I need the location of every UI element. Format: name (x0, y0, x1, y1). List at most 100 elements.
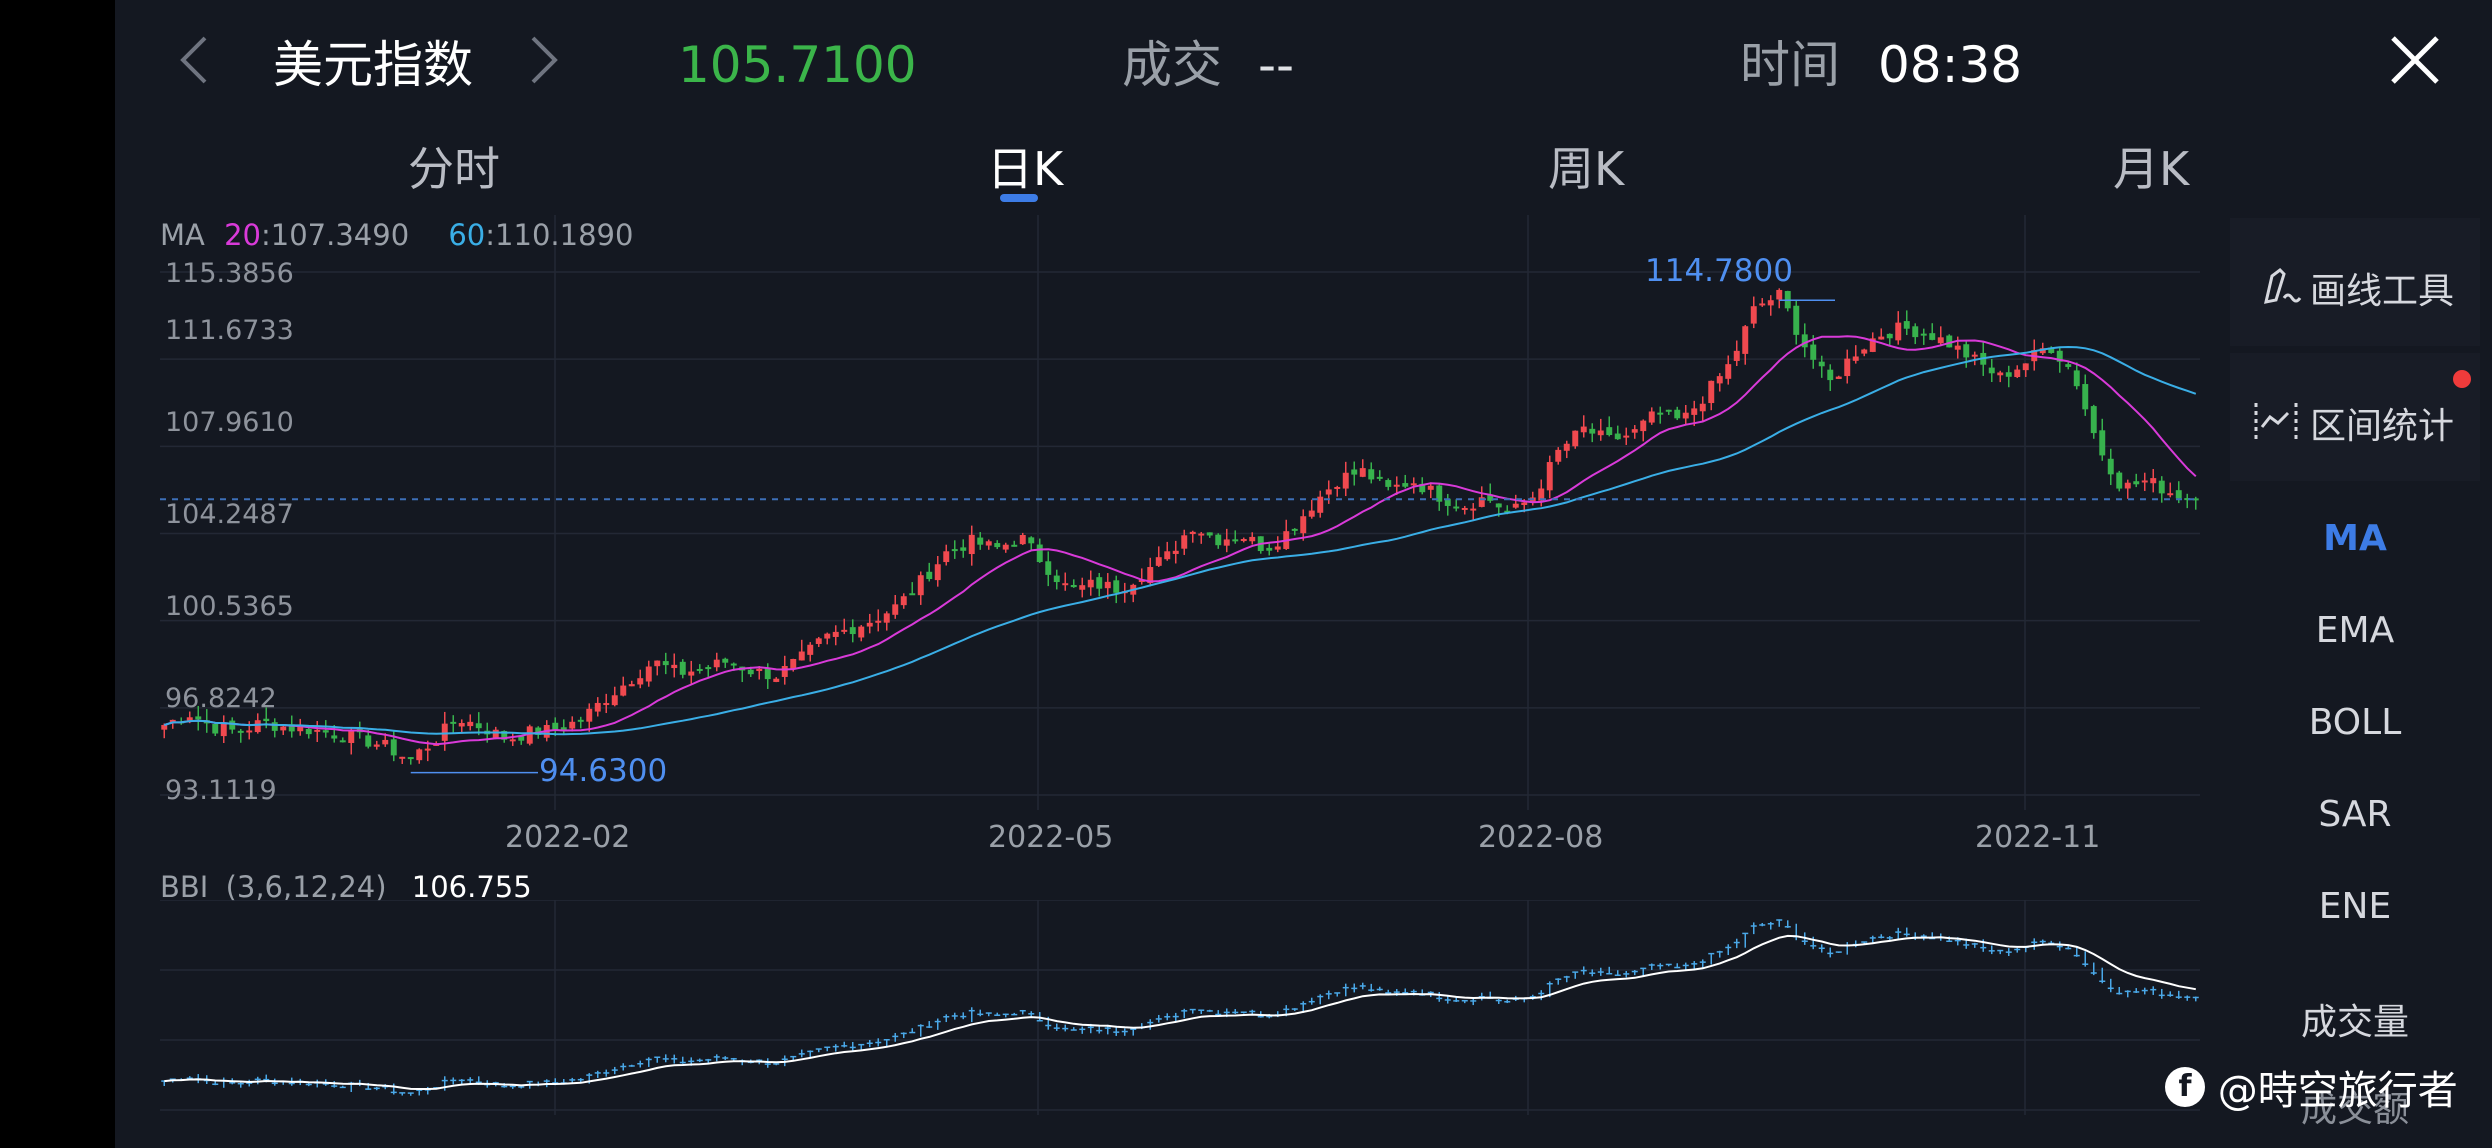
indicator-volume[interactable]: 成交量 (2300, 1002, 2409, 1043)
candle-body (1053, 575, 1060, 583)
candle-body (1929, 333, 1936, 340)
candle-body (2167, 493, 2174, 496)
candle-body (2116, 472, 2123, 489)
indicator-boll[interactable]: BOLL (2308, 702, 2402, 743)
candle-body (390, 739, 397, 756)
y-tick-label: 115.3856 (165, 258, 294, 289)
candle-body (339, 740, 346, 743)
candle-body (1181, 535, 1188, 549)
candle-body (1147, 567, 1154, 584)
candle-body (450, 721, 457, 724)
ma20-period: 20 (224, 218, 261, 252)
candle-body (331, 735, 338, 739)
instrument-title: 美元指数 (273, 36, 473, 94)
candle-body (365, 735, 372, 747)
bbi-legend: BBI (3,6,12,24) 106.755 (160, 870, 532, 904)
candle-body (594, 702, 601, 712)
candle-body (1810, 344, 1817, 360)
candle-body (1444, 498, 1451, 506)
candle-body (1334, 486, 1341, 489)
indicator-turnover[interactable]: 成交额 (2300, 1089, 2409, 1130)
candle-body (1393, 484, 1400, 487)
candle-body (577, 719, 584, 722)
candle-body (722, 658, 729, 663)
y-tick-label: 111.6733 (165, 315, 294, 346)
ma20-line (164, 335, 2197, 746)
candlestick-chart[interactable] (160, 215, 2220, 815)
candle-body (1852, 356, 1859, 361)
candle-body (2056, 350, 2063, 362)
y-tick-label: 107.9610 (165, 407, 294, 438)
candle-body (1206, 532, 1213, 536)
candle-body (1878, 336, 1885, 340)
candle-body (1886, 333, 1893, 339)
low-annotation: 94.6300 (539, 753, 668, 789)
x-tick-label: 2022-08 (1478, 820, 1604, 855)
candle-body (1614, 433, 1621, 440)
candle-body (1716, 376, 1723, 384)
range-stats-button[interactable]: 区间统计 (2230, 353, 2480, 481)
close-button[interactable] (2385, 30, 2445, 94)
candle-body (280, 726, 287, 731)
tab-monthly-k[interactable]: 月K (2113, 142, 2190, 196)
indicator-ema[interactable]: EMA (2315, 610, 2395, 651)
candle-body (943, 551, 950, 563)
candle-body (1827, 369, 1834, 381)
candle-body (2150, 478, 2157, 484)
candle-body (662, 661, 669, 666)
indicator-ma[interactable]: MA (2323, 518, 2387, 559)
candle-body (1954, 345, 1961, 350)
candle-body (841, 629, 848, 632)
candle-body (926, 571, 933, 580)
bbi-chart[interactable] (160, 900, 2220, 1120)
candle-body (934, 564, 941, 581)
candle-body (1240, 538, 1247, 542)
candle-body (1198, 533, 1205, 536)
candle-body (1079, 585, 1086, 590)
candle-body (1835, 376, 1842, 379)
candle-body (1470, 508, 1477, 511)
candle-body (1504, 510, 1511, 513)
y-tick-label: 93.1119 (165, 775, 277, 806)
bbi-bars (161, 919, 2199, 1096)
candle-body (2158, 480, 2165, 494)
indicator-sar[interactable]: SAR (2318, 794, 2392, 835)
candle-body (1597, 430, 1604, 436)
candle-body (246, 730, 253, 733)
candle-body (628, 684, 635, 687)
tab-daily-k[interactable]: 日K (987, 142, 1064, 196)
candle-body (1495, 503, 1502, 508)
candle-body (1104, 581, 1111, 589)
candle-body (2090, 406, 2097, 434)
volume-label: 成交 (1122, 36, 1222, 94)
candle-body (1733, 350, 1740, 361)
candle-body (713, 659, 720, 668)
candle-body (781, 665, 788, 677)
tab-weekly-k[interactable]: 周K (1548, 142, 1625, 196)
candle-body (2124, 482, 2131, 489)
candle-body (1920, 333, 1927, 336)
candle-body (161, 724, 168, 730)
next-instrument-button[interactable] (523, 30, 563, 94)
candle-body (1750, 306, 1757, 324)
candle-body (195, 716, 202, 720)
candles (161, 288, 2199, 765)
ma60-line (164, 345, 2197, 736)
candle-body (1113, 580, 1120, 593)
candle-body (314, 729, 321, 732)
indicator-ene[interactable]: ENE (2318, 886, 2392, 927)
drawing-tool-button[interactable]: 画线工具 (2230, 218, 2480, 346)
candle-body (441, 723, 448, 741)
candle-body (1606, 427, 1613, 436)
x-tick-label: 2022-05 (988, 820, 1114, 855)
candle-body (1274, 546, 1281, 550)
candle-body (1699, 403, 1706, 412)
candle-body (1538, 488, 1545, 501)
candle-body (1317, 496, 1324, 513)
candle-body (1291, 528, 1298, 531)
candle-body (807, 644, 814, 655)
ma60-period: 60 (448, 218, 486, 252)
tab-intraday[interactable]: 分时 (408, 142, 500, 196)
candle-body (1266, 547, 1273, 551)
prev-instrument-button[interactable] (175, 30, 215, 94)
